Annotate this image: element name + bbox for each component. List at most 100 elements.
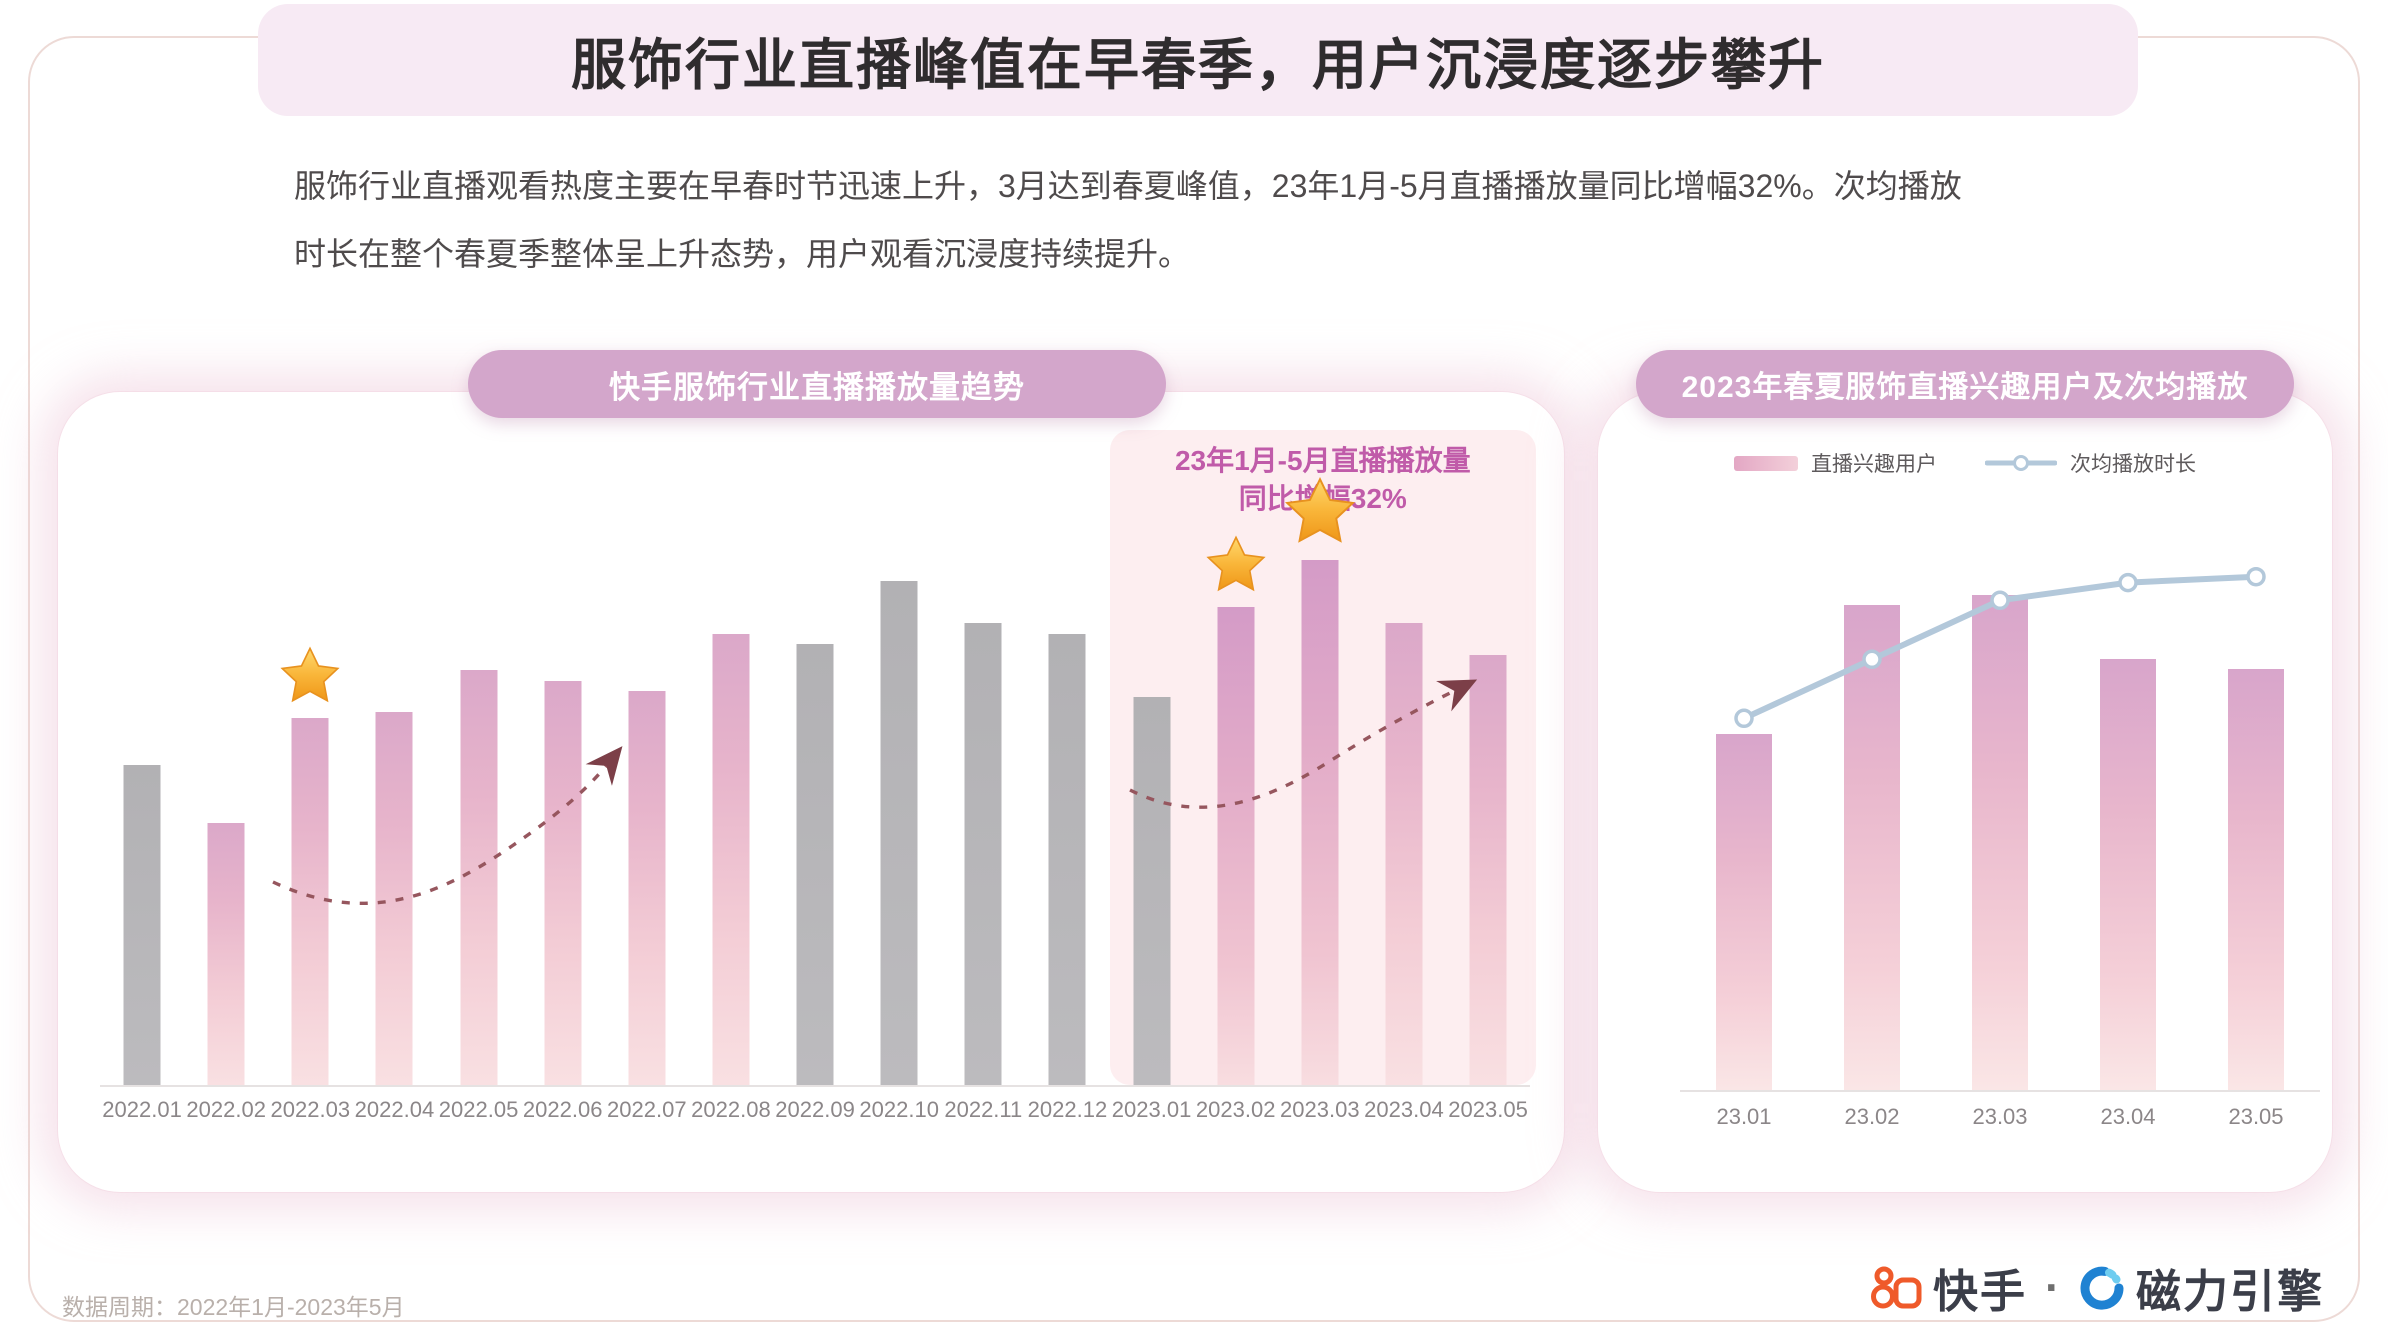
bar-column-2022.08: [689, 560, 773, 1085]
x-axis-label: 2022.01: [102, 1097, 182, 1122]
kuaishou-logo-icon: [1870, 1266, 1922, 1308]
bar-column-2022.11: [941, 560, 1025, 1085]
right-chart-plot-area: [1680, 500, 2320, 1092]
x-axis-label: 2023.05: [1448, 1097, 1528, 1122]
left-chart-plot-area: 23年1月-5月直播播放量 同比增幅32%: [100, 430, 1536, 1087]
line-marker: [1734, 708, 1754, 729]
bar-column-23.04: [2064, 595, 2192, 1090]
bar-column-2023.01: [1110, 560, 1194, 1085]
dashed-trend-arrow-2022: [272, 746, 623, 905]
x-axis-label: 2022.08: [691, 1097, 771, 1122]
bar-2023.03: [1301, 560, 1339, 1085]
bar-swatch-icon: [1734, 455, 1798, 471]
magnetic-engine-logo-icon: [2080, 1266, 2124, 1310]
bar-2023.01: [1133, 696, 1171, 1085]
line-marker: [2118, 572, 2138, 593]
x-axis-label: 2022.12: [1027, 1097, 1108, 1122]
bar-column-2022.02: [184, 560, 268, 1085]
right-bars-group: [1680, 595, 2320, 1090]
x-axis-label: 2022.04: [354, 1097, 435, 1122]
bar-column-2022.06: [521, 560, 605, 1085]
right-chart-card: 2023年春夏服饰直播兴趣用户及次均播放 直播兴趣用户 次均播放时长 23.01…: [1598, 350, 2332, 1192]
kuaishou-wordmark: 快手: [1932, 1266, 2027, 1317]
x-axis-label: 2022.10: [859, 1097, 939, 1122]
bar-column-2023.02: [1194, 535, 1278, 1085]
bar-23.05: [2228, 669, 2284, 1090]
magnetic-engine-wordmark: 磁力引擎: [2135, 1266, 2324, 1317]
bar-column-2022.03: [268, 560, 352, 1085]
x-axis-label: 2022.06: [522, 1097, 603, 1122]
left-chart-title: 快手服饰行业直播播放量趋势: [609, 369, 1025, 405]
x-axis-label: 2022.03: [270, 1097, 351, 1122]
line-marker: [1862, 649, 1882, 670]
bar-column-2023.04: [1362, 560, 1446, 1085]
annotation-line-1: 23年1月-5月直播播放量: [1174, 445, 1471, 476]
line-marker: [2246, 566, 2266, 587]
bar-23.03: [1972, 595, 2028, 1090]
bar-2022.01: [123, 764, 161, 1085]
bar-column-23.05: [2192, 595, 2320, 1090]
bar-column-2022.09: [773, 560, 857, 1085]
bar-column-2022.01: [100, 560, 184, 1085]
left-chart-card: 快手服饰行业直播播放量趋势 23年1月-5月直播播放量 同比增幅32% 2022…: [58, 350, 1564, 1192]
left-chart-title-pill: 快手服饰行业直播播放量趋势: [468, 350, 1166, 418]
bar-column-2022.07: [605, 560, 689, 1085]
intro-line-1: 服饰行业直播观看热度主要在早春时节迅速上升，3月达到春夏峰值，23年1月-5月直…: [294, 168, 1962, 204]
legend-line-label: 次均播放时长: [2070, 453, 2196, 476]
bar-column-23.03: [1936, 595, 2064, 1090]
right-x-axis-labels: 23.01 23.02 23.03 23.04 23.05: [1680, 1104, 2320, 1130]
bar-23.02: [1844, 604, 1900, 1090]
page-title: 服饰行业直播峰值在早春季，用户沉浸度逐步攀升: [570, 34, 1825, 96]
bar-column-2022.12: [1025, 560, 1109, 1085]
bar-2023.05: [1469, 654, 1507, 1085]
title-banner: 服饰行业直播峰值在早春季，用户沉浸度逐步攀升: [258, 4, 2138, 116]
bar-2022.09: [796, 644, 834, 1085]
intro-paragraph: 服饰行业直播观看热度主要在早春时节迅速上升，3月达到春夏峰值，23年1月-5月直…: [294, 152, 2114, 288]
bar-2022.03: [291, 717, 329, 1085]
x-axis-label: 2022.07: [607, 1097, 687, 1122]
x-axis-label: 2022.05: [438, 1097, 519, 1122]
left-bars-group: [100, 476, 1530, 1085]
x-axis-label: 23.04: [2100, 1104, 2156, 1129]
star-icon: [1281, 474, 1359, 552]
bar-2022.07: [628, 691, 666, 1085]
dashed-trend-arrow-2023: [1129, 679, 1478, 809]
x-axis-label: 23.01: [1716, 1104, 1772, 1129]
bar-23.01: [1716, 733, 1772, 1090]
x-axis-label: 2023.02: [1195, 1097, 1276, 1122]
bar-2022.12: [1048, 633, 1086, 1085]
legend: 直播兴趣用户 次均播放时长: [1598, 448, 2332, 478]
avg-play-duration-line: [1734, 566, 2266, 729]
bar-column-23.01: [1680, 595, 1808, 1090]
bar-2022.08: [712, 633, 750, 1085]
bar-2023.04: [1385, 623, 1423, 1085]
data-period-note: 数据周期：2022年1月-2023年5月: [62, 1294, 405, 1320]
x-axis-label: 2023.04: [1364, 1097, 1444, 1122]
bar-2023.02: [1217, 607, 1255, 1085]
left-x-axis-labels: 2022.01 2022.02 2022.03 2022.04 2022.05 2022.…: [100, 1097, 1530, 1123]
bar-column-2022.05: [437, 560, 521, 1085]
bar-2022.05: [460, 670, 498, 1085]
bar-2022.06: [544, 680, 582, 1085]
bar-column-23.02: [1808, 595, 1936, 1090]
x-axis-label: 2022.02: [186, 1097, 266, 1122]
bar-2022.10: [880, 581, 918, 1085]
right-chart-title: 2023年春夏服饰直播兴趣用户及次均播放: [1681, 371, 2249, 404]
x-axis-label: 23.05: [2228, 1104, 2284, 1129]
x-axis-label: 23.03: [1972, 1104, 2028, 1129]
right-chart-title-pill: 2023年春夏服饰直播兴趣用户及次均播放: [1636, 350, 2294, 418]
brand-logos: 快手 · 磁力引擎: [1870, 1255, 2324, 1320]
star-icon: [277, 644, 343, 710]
line-marker: [1990, 590, 2010, 611]
bar-2022.04: [375, 712, 413, 1085]
bar-2022.02: [207, 822, 245, 1085]
star-icon: [1203, 533, 1269, 599]
x-axis-label: 2022.11: [944, 1097, 1023, 1122]
x-axis-label: 2023.01: [1111, 1097, 1192, 1122]
bar-23.04: [2100, 659, 2156, 1090]
line-swatch-icon: [1985, 455, 2057, 471]
trend-arrows: [272, 679, 1478, 905]
x-axis-label: 2023.03: [1280, 1097, 1360, 1122]
x-axis-label: 23.02: [1844, 1104, 1900, 1129]
